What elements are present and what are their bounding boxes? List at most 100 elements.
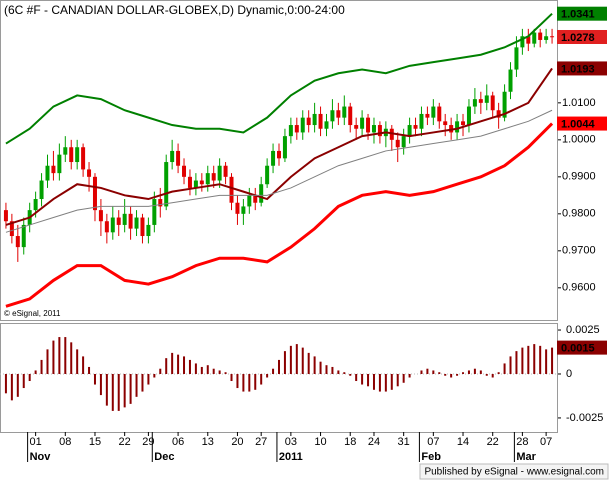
period-label: Feb [421,451,441,463]
histogram-bar [289,345,292,374]
candle-body [300,117,305,133]
histogram-bar [527,345,530,374]
candle-body [128,213,133,229]
candle-body [235,202,240,214]
histogram-bar [212,368,215,374]
candle-body [116,217,121,225]
histogram-bar [396,373,399,387]
last-value-label: 1.0193 [561,63,595,75]
candle-body [366,117,371,133]
last-value-box [557,61,607,76]
candle-body [63,147,68,155]
histogram-bar [272,368,275,374]
histogram-bar [539,345,542,374]
candle-body [484,95,489,103]
candle-body [318,113,323,129]
histogram-bar [384,373,387,392]
last-value-box [557,6,607,21]
histogram-bar [337,370,340,374]
histogram-bar [200,366,203,374]
candle-body [502,91,507,118]
histogram-bar [194,363,197,374]
histogram-bar [420,370,423,374]
histogram-bar [93,373,96,385]
histogram-bar [479,370,482,374]
y-tick-label: 0.9900 [562,171,596,183]
x-tick-label: 10 [314,436,326,448]
candle-body [532,32,537,44]
candle-body [413,125,418,129]
candle-body [205,173,210,185]
histogram-bar [485,373,488,376]
histogram-bar [129,373,132,404]
histogram-bar [515,351,518,374]
histogram-bar [218,370,221,374]
candle-body [98,210,103,222]
candle-body [496,110,501,118]
candle-body [324,121,329,129]
histogram-bar [367,373,370,387]
footer-box [419,463,609,480]
histogram-bar [467,370,470,374]
last-value-box [557,29,607,44]
last-value-label: 1.0341 [561,9,595,21]
last-value-box [557,340,607,355]
histogram-bar [283,351,286,374]
candle-body [241,206,246,214]
histogram-bar [497,372,500,374]
histogram-bar [46,349,49,374]
histogram-bar [159,368,162,374]
histogram-bar [64,337,67,374]
histogram-bar [141,373,144,392]
histogram-bar [545,349,548,374]
histogram-bar [16,373,19,397]
x-tick-label: 06 [172,436,184,448]
candle-body [21,224,26,248]
histogram-bar [307,352,310,374]
histogram-bar [177,354,180,374]
histogram-bar [438,372,441,374]
period-label: Mar [516,451,536,463]
candle-body [288,125,293,137]
period-label: 2011 [279,451,303,463]
candle-body [57,154,62,174]
histogram-bar [82,356,85,374]
candle-body [158,199,163,207]
candle-body [514,47,519,70]
x-tick-label: 28 [516,436,528,448]
candle-body [92,176,97,211]
histogram-bar [40,359,43,374]
histogram-bar [450,373,453,378]
histogram-bar [111,373,114,411]
x-tick-label: 13 [202,436,214,448]
histogram-bar [491,373,494,378]
candle-body [437,106,442,122]
histogram-bar [153,373,156,378]
x-tick-label: 18 [344,436,356,448]
candle-body [282,136,287,159]
candle-body [259,184,264,203]
last-value-label: 1.0278 [561,32,595,44]
price-panel [0,0,558,321]
candle-body [152,199,157,225]
candle-body [443,121,448,126]
candle-body [371,125,376,133]
y-tick-label: 0.0025 [566,324,600,336]
candle-body [75,147,80,163]
candle-body [211,173,216,181]
y-tick-label: 1.0100 [562,97,596,109]
histogram-bar [165,358,168,374]
candle-body [425,113,430,118]
histogram-bar [343,372,346,374]
y-tick-label: 0.9700 [562,245,596,257]
histogram-bar [473,368,476,374]
y-tick-label: 0.9800 [562,208,596,220]
candle-body [69,147,74,163]
candle-body [461,121,466,126]
histogram-bar [456,373,459,376]
histogram-bar [325,365,328,374]
candle-body [401,136,406,148]
histogram-bar [88,366,91,374]
indicator-line [5,122,554,308]
